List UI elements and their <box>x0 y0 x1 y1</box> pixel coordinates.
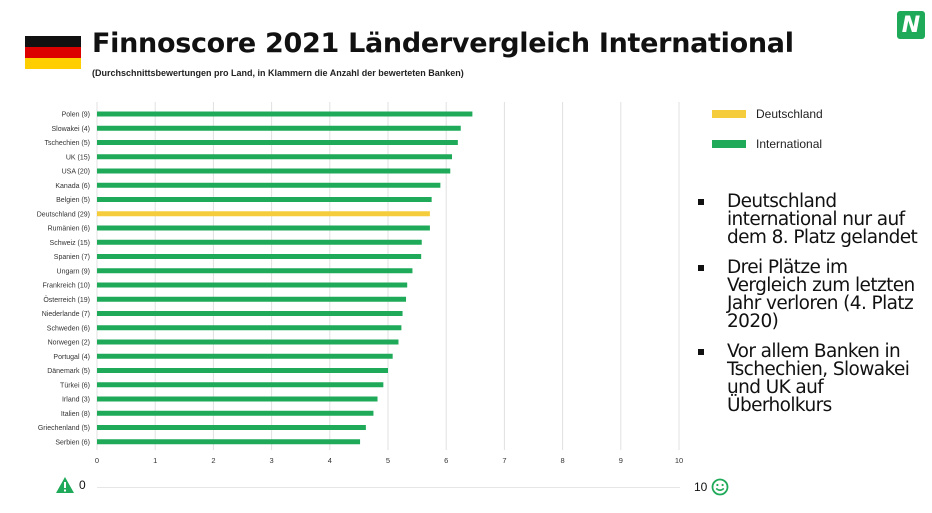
brand-logo-icon: N <box>897 11 925 39</box>
bar <box>97 254 422 259</box>
x-tick-label: 6 <box>444 456 448 465</box>
bar <box>97 182 441 188</box>
bar <box>97 311 403 316</box>
y-category-label: Griechenland (5) <box>38 425 90 432</box>
bar <box>97 382 384 388</box>
bar <box>97 325 402 331</box>
y-category-label: Ungarn (9) <box>57 268 90 275</box>
y-category-label: Irland (3) <box>62 397 90 404</box>
bullet-item: Drei Plätze im Vergleich zum letzten Jah… <box>697 257 927 332</box>
flag-stripe-red <box>25 47 81 58</box>
y-category-label: Türkei (6) <box>60 382 90 389</box>
x-tick-label: 1 <box>153 456 157 465</box>
scale-low-label: 0 <box>79 478 86 492</box>
legend-item-deutschland: Deutschland <box>712 107 823 121</box>
legend-label-deutschland: Deutschland <box>756 107 823 121</box>
legend-swatch-deutschland <box>712 110 746 118</box>
flag-stripe-black <box>25 36 81 47</box>
y-category-label: Dänemark (5) <box>47 368 90 375</box>
smiley-icon <box>711 478 729 496</box>
y-category-label: Österreich (19) <box>43 296 90 304</box>
y-category-label: Deutschland (29) <box>37 211 90 218</box>
bar <box>97 410 374 416</box>
x-tick-label: 10 <box>675 456 683 465</box>
scale-high-label: 10 <box>694 480 708 494</box>
bar <box>97 225 430 231</box>
y-category-label: Polen (9) <box>62 112 90 119</box>
y-category-label: Schweden (6) <box>47 325 90 332</box>
x-tick-label: 3 <box>270 456 274 465</box>
bar <box>97 368 388 373</box>
y-category-label: Kanada (6) <box>55 183 90 190</box>
y-category-label: Slowakei (4) <box>51 126 90 133</box>
bar <box>97 197 432 202</box>
bar <box>97 296 407 302</box>
bullet-item: Vor allem Banken in Tschechien, Slowakei… <box>697 341 927 416</box>
y-category-label: UK (15) <box>66 154 90 161</box>
x-tick-label: 2 <box>211 456 215 465</box>
x-tick-label: 7 <box>502 456 506 465</box>
legend-item-international: International <box>712 137 822 151</box>
bullet-square-icon <box>698 349 704 355</box>
bar <box>97 268 413 274</box>
bar <box>97 353 393 359</box>
y-category-label: Norwegen (2) <box>48 340 90 347</box>
page-title: Finnoscore 2021 Ländervergleich Internat… <box>92 28 794 59</box>
y-category-label: Rumänien (6) <box>48 226 90 233</box>
bar <box>97 396 378 402</box>
y-category-label: Frankreich (10) <box>43 283 90 290</box>
bar <box>97 168 451 174</box>
bar <box>97 111 473 117</box>
bar <box>97 339 399 345</box>
bullet-item: Deutschland international nur auf dem 8.… <box>697 191 927 248</box>
bullet-text: Drei Plätze im Vergleich zum letzten Jah… <box>727 257 915 332</box>
flag-stripe-gold <box>25 58 81 69</box>
bar <box>97 425 366 430</box>
bullet-square-icon <box>698 265 704 271</box>
y-category-label: USA (20) <box>62 169 90 176</box>
bar <box>97 140 458 145</box>
bullet-text: Vor allem Banken in Tschechien, Slowakei… <box>727 341 910 416</box>
x-tick-label: 9 <box>619 456 623 465</box>
bar <box>97 239 422 245</box>
bar <box>97 439 361 445</box>
y-category-label: Portugal (4) <box>53 354 90 361</box>
y-category-label: Italien (8) <box>61 411 90 418</box>
y-category-label: Schweiz (15) <box>50 240 90 247</box>
y-category-label: Belgien (5) <box>56 197 90 204</box>
scale-line <box>97 487 680 488</box>
y-category-label: Serbien (6) <box>55 439 90 446</box>
warning-icon <box>56 477 74 493</box>
bar <box>97 282 408 288</box>
bar <box>97 154 453 160</box>
x-tick-label: 8 <box>561 456 565 465</box>
y-category-label: Tschechien (5) <box>44 140 90 147</box>
bullet-text: Deutschland international nur auf dem 8.… <box>727 191 918 248</box>
legend-label-international: International <box>756 137 823 151</box>
bar <box>97 125 461 131</box>
bar <box>97 211 430 217</box>
legend-swatch-international <box>712 140 746 148</box>
y-category-label: Spanien (7) <box>54 254 90 261</box>
bullet-square-icon <box>698 199 704 205</box>
y-category-label: Niederlande (7) <box>42 311 90 318</box>
page-subtitle: (Durchschnittsbewertungen pro Land, in K… <box>92 68 464 78</box>
german-flag-icon <box>25 36 81 69</box>
x-tick-label: 5 <box>386 456 390 465</box>
x-tick-label: 0 <box>95 456 99 465</box>
key-findings-list: Deutschland international nur auf dem 8.… <box>697 191 927 427</box>
x-tick-label: 4 <box>328 456 332 465</box>
